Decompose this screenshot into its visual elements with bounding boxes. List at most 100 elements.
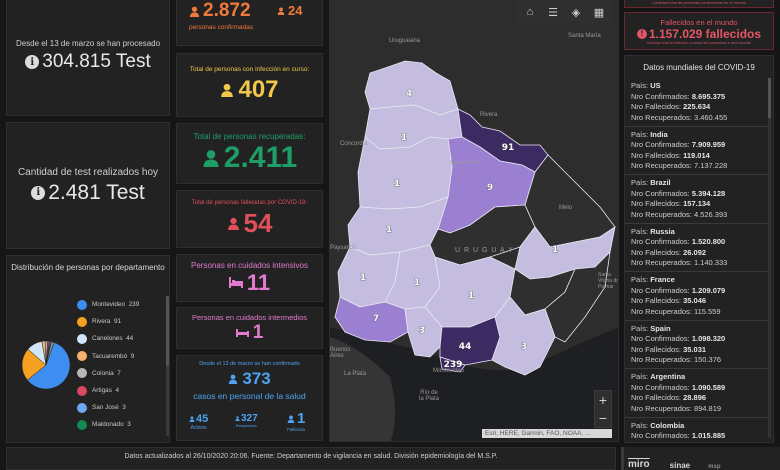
place-rivera: Rivera [480, 112, 498, 118]
country-item[interactable]: País: France Nro Confirmados: 1.209.079 Nr… [625, 272, 771, 321]
distribution-pie-chart[interactable] [22, 341, 70, 389]
country-name-row: País: US [631, 81, 766, 92]
country-confirmed-value: 5.394.128 [691, 188, 726, 198]
country-deceased-value: 225.634 [683, 102, 711, 111]
country-deceased-value: 28.896 [683, 393, 707, 402]
health-recovered: 327 Recuperados [235, 413, 258, 428]
legend-item[interactable]: Rivera 91 [77, 313, 161, 330]
icu-value: 11 [246, 269, 271, 295]
health-subcaption: casos en personal de la salud [193, 391, 306, 401]
department-san-jose[interactable] [404, 306, 443, 358]
country-confirmed-row: Nro Confirmados: 1.520.800 [631, 237, 766, 248]
legend-swatch [77, 419, 87, 430]
count-colonia: 7 [373, 314, 379, 324]
place-tacuarembo: Tacuarembó [450, 160, 478, 166]
country-recovered-value: 1.140.333 [693, 258, 728, 267]
country-item[interactable]: País: Spain Nro Confirmados: 1.098.320 Nro… [625, 321, 771, 369]
count-rivera: 91 [502, 143, 515, 153]
layers-icon[interactable]: ◈ [571, 6, 581, 19]
distribution-scrollbar-thumb[interactable] [166, 296, 169, 366]
deceased-caption: Total de personas fallecidas por COVID-1… [191, 199, 308, 206]
place-concordia: Concordia [340, 141, 368, 147]
intermediate-value: 1 [252, 321, 264, 343]
department-rocha[interactable] [544, 250, 611, 343]
health-caption: Desde el 13 de marzo se han confirmado [199, 361, 300, 367]
place-santa-maria: Santa María [568, 33, 601, 39]
country-recovered-label: Nro Recuperados: [631, 306, 694, 316]
health-active: 45 Activos [189, 413, 208, 431]
pie-slice[interactable] [22, 348, 47, 381]
country-confirmed-row: Nro Confirmados: 5.394.128 [631, 189, 766, 200]
legend-item[interactable]: Tacuarembó 9 [77, 348, 161, 365]
intermediate-value-row: 1 [235, 321, 264, 344]
country-deceased-row: Nro Fallecidos: 225.634 [631, 102, 766, 113]
world-list-scrollbar[interactable] [768, 78, 771, 438]
legend-item[interactable]: Canelones 44 [77, 330, 161, 347]
department-maldonado[interactable] [491, 296, 556, 376]
legend-icon[interactable]: ☰ [548, 6, 558, 19]
confirmed-value-row: 2.872 [189, 0, 251, 22]
country-name-label: País: [631, 323, 651, 333]
map-attribution[interactable]: Esri, HERE, Garmin, FAO, NOAA, ... [482, 429, 612, 438]
person-icon [189, 6, 200, 17]
country-recovered-label: Nro Recuperados: [631, 403, 694, 413]
zoom-out-button[interactable]: − [598, 410, 608, 426]
country-deceased-value: 119.014 [683, 150, 710, 160]
country-deceased-row: Nro Fallecidos: 28.896 [631, 393, 766, 404]
country-deceased-value: 30.348 [683, 442, 706, 443]
home-icon[interactable]: ⌂ [526, 6, 534, 18]
zoom-in-button[interactable]: + [598, 392, 608, 408]
active-value: 407 [238, 76, 279, 103]
legend-item[interactable]: Maldonado 3 [77, 416, 161, 433]
count-paysandu: 1 [394, 179, 400, 189]
map-view[interactable]: 4 1 91 9 1 1 1 1 1 1 7 3 44 239 3 Urugua… [329, 0, 619, 442]
country-deceased-label: Nro Fallecidos: [631, 150, 684, 160]
country-recovered-row: Nro Recuperados: 115.559 [631, 307, 766, 318]
country-name-label: País: [631, 420, 651, 430]
department-montevideo[interactable] [439, 356, 466, 373]
country-item[interactable]: País: US Nro Confirmados: 8.695.375 Nro Fa… [625, 78, 771, 127]
uruguay-map[interactable]: 4 1 91 9 1 1 1 1 1 1 7 3 44 239 3 [330, 0, 619, 442]
country-confirmed-label: Nro Confirmados: [631, 140, 692, 149]
tests-total-card: Desde el 13 de marzo se han procesado i … [6, 0, 170, 116]
department-paysandu[interactable] [357, 136, 453, 210]
country-item[interactable]: País: Russia Nro Confirmados: 1.520.800 Nr… [625, 224, 771, 272]
distribution-scrollbar[interactable] [166, 296, 169, 436]
country-item[interactable]: País: Argentina Nro Confirmados: 1.090.58… [625, 369, 771, 418]
country-name-value: Russia [650, 226, 675, 236]
health-active-label: Activos [190, 425, 207, 431]
basemap-gallery-icon[interactable]: ▦ [593, 6, 605, 19]
country-deceased-label: Nro Fallecidos: [631, 344, 684, 354]
country-item[interactable]: País: India Nro Confirmados: 7.909.959 Nro… [625, 127, 771, 175]
department-colonia[interactable] [334, 296, 409, 343]
pie-slice[interactable] [27, 342, 70, 389]
legend-swatch [77, 299, 87, 310]
legend-item[interactable]: Colonia 7 [77, 365, 161, 382]
count-montevideo: 239 [444, 360, 463, 370]
tests-today-value-row: i 2.481 Test [31, 181, 145, 205]
count-tacuarembo: 9 [487, 183, 493, 193]
country-confirmed-row: Nro Confirmados: 1.098.320 [631, 334, 766, 345]
legend-item[interactable]: Montevideo 239 [77, 296, 161, 313]
deceased-card: Total de personas fallecidas por COVID-1… [176, 190, 323, 248]
country-name-value: India [650, 129, 668, 139]
country-confirmed-label: Nro Confirmados: [631, 91, 692, 101]
country-confirmed-row: Nro Confirmados: 1.209.079 [631, 286, 766, 297]
country-item[interactable]: País: Colombia Nro Confirmados: 1.015.885… [625, 418, 771, 443]
country-name-value: US [650, 81, 661, 90]
pie-slice[interactable] [45, 341, 55, 366]
info-icon: i [31, 185, 46, 200]
legend-item[interactable]: San José 3 [77, 399, 161, 416]
country-deceased-value: 157.134 [683, 199, 711, 208]
world-list-scrollbar-thumb[interactable] [768, 78, 771, 118]
country-name-value: Argentina [650, 372, 686, 381]
person-icon [229, 374, 238, 384]
legend-item[interactable]: Artigas 4 [77, 382, 161, 399]
country-name-label: País: [631, 129, 651, 139]
legend-label: Canelones [92, 335, 123, 343]
country-item[interactable]: País: Brazil Nro Confirmados: 5.394.128 Nr… [625, 175, 771, 224]
country-recovered-row: Nro Recuperados: 894.819 [631, 404, 766, 415]
world-country-list[interactable]: País: US Nro Confirmados: 8.695.375 Nro Fa… [625, 78, 771, 443]
country-name-row: País: Colombia [631, 421, 766, 432]
country-confirmed-row: Nro Confirmados: 1.090.589 [631, 383, 766, 394]
